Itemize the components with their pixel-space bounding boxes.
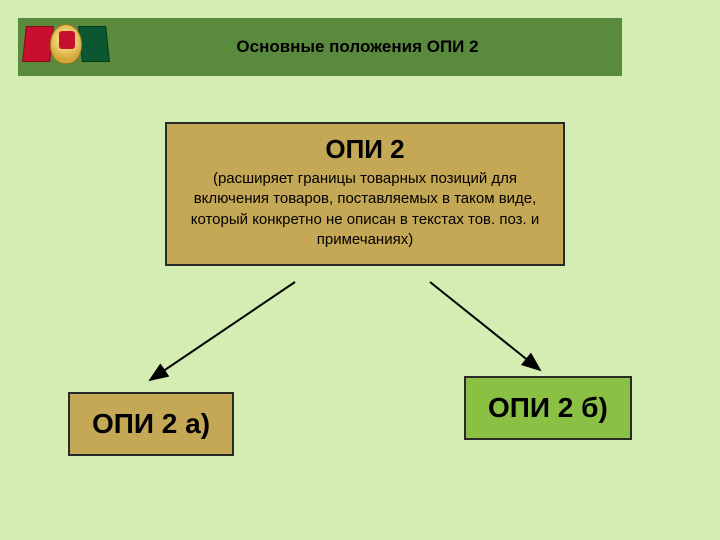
main-concept-box: ОПИ 2 (расширяет границы товарных позици… [165, 122, 565, 266]
main-description: (расширяет границы товарных позиций для … [181, 169, 549, 250]
arrow-right [430, 282, 540, 370]
main-title: ОПИ 2 [181, 134, 549, 165]
coat-of-arms-icon [50, 24, 82, 64]
flag-green-icon [78, 26, 110, 62]
child-box-a: ОПИ 2 а) [68, 392, 234, 456]
header-title: Основные положения ОПИ 2 [133, 37, 622, 57]
header-bar: Основные положения ОПИ 2 [18, 18, 622, 76]
arrow-left [150, 282, 295, 380]
emblem-area [18, 18, 133, 76]
arrows-layer [0, 0, 720, 540]
child-box-b: ОПИ 2 б) [464, 376, 632, 440]
